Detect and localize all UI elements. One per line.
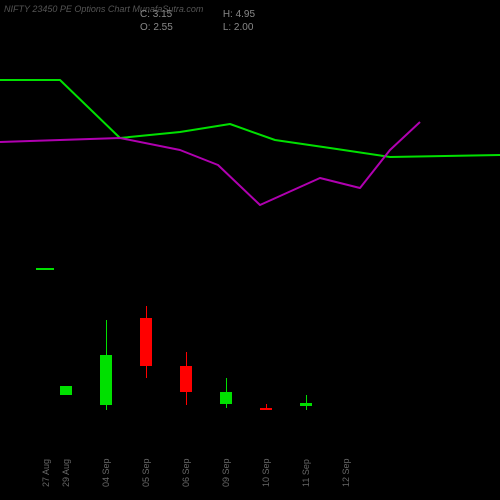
close-value: C: 3.15: [140, 8, 173, 21]
candle-body: [220, 392, 232, 404]
price-svg: [0, 30, 500, 290]
x-tick-label: 06 Sep: [181, 458, 191, 487]
x-tick-label: 27 Aug: [41, 459, 51, 487]
candle-body: [300, 403, 312, 406]
price-chart: [0, 30, 500, 290]
high-value: H: 4.95: [223, 8, 255, 21]
line-series-green: [0, 80, 500, 157]
candle-body: [60, 386, 72, 395]
x-tick-label: 12 Sep: [341, 458, 351, 487]
x-tick-label: 11 Sep: [301, 459, 311, 487]
x-tick-label: 29 Aug: [61, 459, 71, 487]
candle-body: [100, 355, 112, 405]
x-tick-label: 05 Sep: [141, 458, 151, 487]
legend-mark: [36, 268, 54, 270]
x-tick-label: 04 Sep: [101, 458, 111, 487]
candle-body: [180, 366, 192, 392]
x-tick-label: 10 Sep: [261, 458, 271, 487]
x-tick-label: 09 Sep: [221, 458, 231, 487]
candle-body: [140, 318, 152, 366]
line-series-purple: [0, 122, 420, 205]
candle-body: [260, 408, 272, 410]
